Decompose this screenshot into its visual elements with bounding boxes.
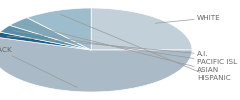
Text: ASIAN: ASIAN	[25, 24, 219, 73]
Wedge shape	[10, 18, 91, 50]
Wedge shape	[91, 8, 192, 50]
Wedge shape	[0, 25, 91, 50]
Wedge shape	[0, 37, 192, 92]
Text: PACIFIC ISL: PACIFIC ISL	[13, 31, 237, 65]
Text: BLACK: BLACK	[0, 47, 77, 87]
Text: WHITE: WHITE	[155, 15, 221, 23]
Wedge shape	[27, 8, 91, 50]
Text: A.I.: A.I.	[7, 36, 208, 57]
Text: HISPANIC: HISPANIC	[60, 14, 231, 81]
Wedge shape	[0, 32, 91, 50]
